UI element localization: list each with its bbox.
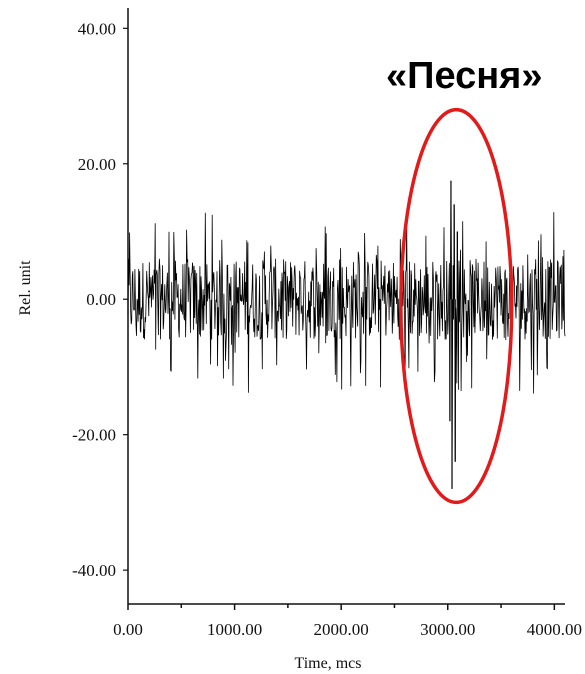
signal-line — [127, 180, 566, 489]
y-tick-label: -40.00 — [72, 561, 116, 580]
y-tick-label: 0.00 — [86, 290, 116, 309]
y-tick-label: 40.00 — [78, 19, 116, 38]
highlight-ellipse — [399, 107, 514, 505]
data-series — [127, 180, 566, 489]
x-axis-label: Time, mcs — [295, 655, 362, 672]
x-tick-label: 1000.00 — [207, 620, 262, 639]
x-ticks: 0.00 1000.00 2000.00 3000.00 4000.00 — [113, 604, 582, 639]
x-tick-label: 4000.00 — [527, 620, 582, 639]
y-tick-label: -20.00 — [72, 426, 116, 445]
y-ticks: 40.00 20.00 0.00 -20.00 -40.00 — [72, 19, 128, 580]
annotation-label: «Песня» — [386, 55, 542, 97]
y-axis-label: Rel. unit — [17, 260, 34, 316]
x-tick-label: 3000.00 — [420, 620, 475, 639]
x-tick-label: 2000.00 — [314, 620, 369, 639]
x-tick-label: 0.00 — [113, 620, 143, 639]
y-tick-label: 20.00 — [78, 155, 116, 174]
